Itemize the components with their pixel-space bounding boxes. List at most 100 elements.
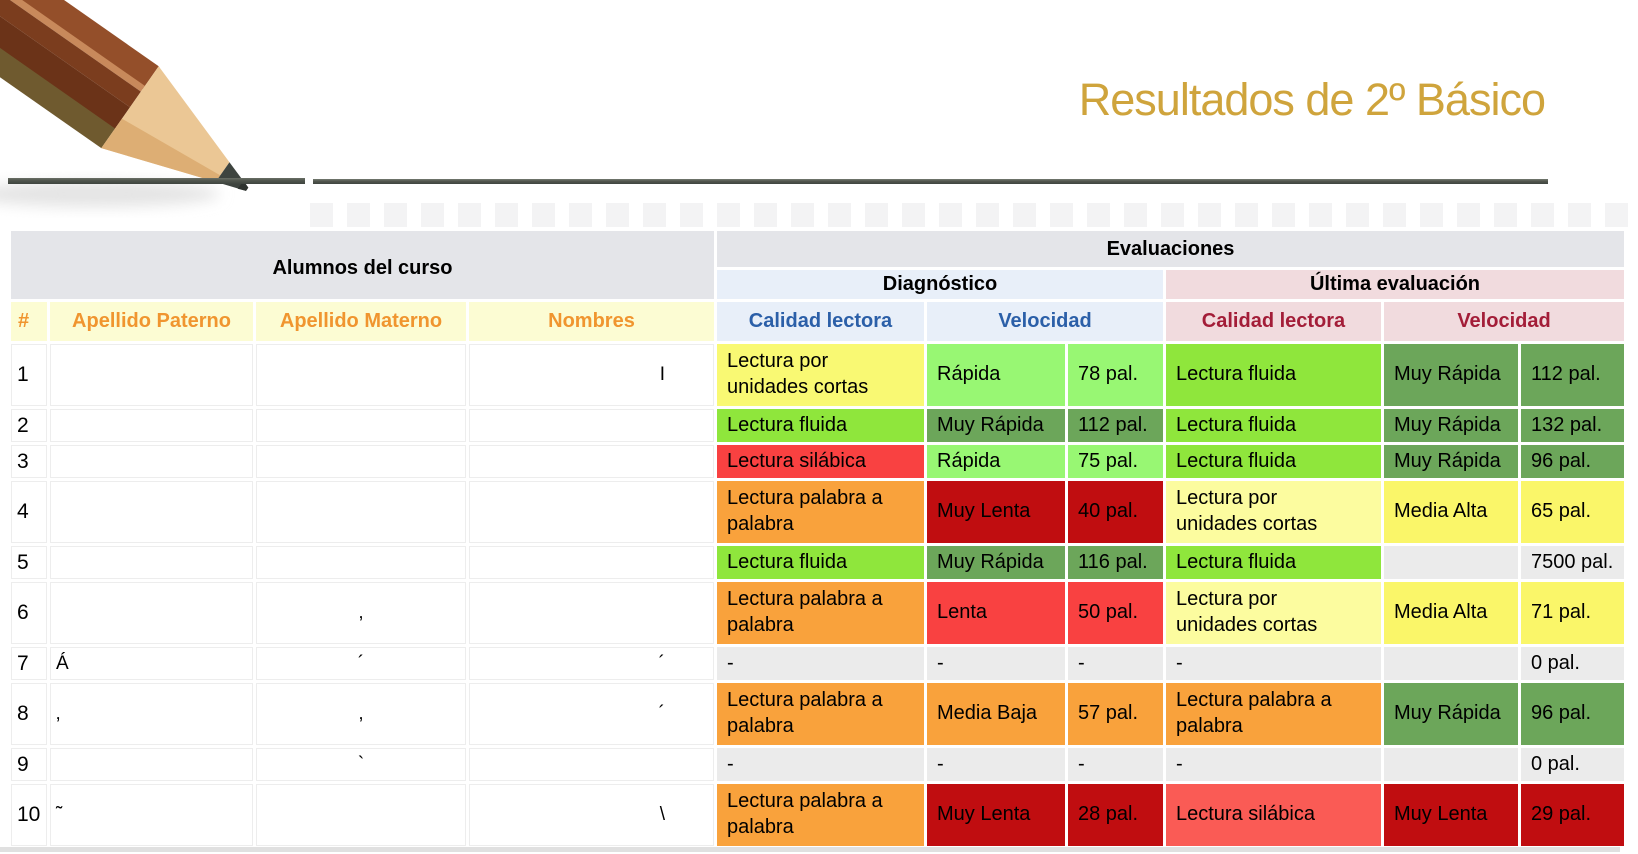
cell-last-velocidad: Media Alta: [1384, 481, 1518, 543]
cell-diag-velocidad: Lenta: [927, 582, 1065, 644]
col-header-num: #: [11, 302, 47, 341]
cell-last-calidad: -: [1166, 748, 1381, 781]
cell-nombres: ´: [469, 647, 714, 680]
cell-last-palabras: 65 pal.: [1521, 481, 1624, 543]
cell-diag-palabras: 57 pal.: [1068, 683, 1163, 745]
pencil-shadow: [0, 181, 220, 207]
cell-apellido-materno: [256, 344, 466, 406]
cell-apellido-paterno: [50, 445, 253, 478]
cell-last-calidad: Lectura palabra a palabra: [1166, 683, 1381, 745]
table-row: 8 ‚ ‚ ´ Lectura palabra a palabra Media Baja 5…: [11, 683, 1624, 745]
cell-apellido-paterno: ‚: [50, 683, 253, 745]
header-ultima-evaluacion: Última evaluación: [1166, 270, 1624, 299]
cell-apellido-paterno: ˜: [50, 784, 253, 846]
cell-diag-calidad: Lectura silábica: [717, 445, 924, 478]
header-alumnos-del-curso: Alumnos del curso: [11, 231, 714, 299]
cell-diag-velocidad: Muy Rápida: [927, 409, 1065, 442]
watermark-strip: [310, 203, 1628, 227]
cell-nombres: [469, 582, 714, 644]
cell-diag-calidad: Lectura palabra a palabra: [717, 582, 924, 644]
cell-apellido-materno: [256, 409, 466, 442]
cell-diag-velocidad: Muy Lenta: [927, 784, 1065, 846]
cell-num: 1: [11, 344, 47, 406]
cell-apellido-paterno: [50, 409, 253, 442]
pencil-image: [0, 0, 249, 207]
cell-num: 9: [11, 748, 47, 781]
cell-nombres: [469, 546, 714, 579]
cell-diag-velocidad: Muy Rápida: [927, 546, 1065, 579]
cell-last-velocidad: Muy Rápida: [1384, 683, 1518, 745]
cell-last-calidad: Lectura fluida: [1166, 546, 1381, 579]
table-bottom-edge: [0, 847, 1620, 852]
cell-diag-velocidad: Rápida: [927, 445, 1065, 478]
horizontal-rule-left: [8, 178, 305, 184]
page-title: Resultados de 2º Básico: [1078, 74, 1546, 125]
cell-nombres: [469, 409, 714, 442]
cell-last-palabras: 132 pal.: [1521, 409, 1624, 442]
cell-num: 5: [11, 546, 47, 579]
cell-apellido-materno: ‚: [256, 582, 466, 644]
cell-apellido-materno: ´: [256, 647, 466, 680]
cell-diag-calidad: Lectura fluida: [717, 409, 924, 442]
cell-last-velocidad: [1384, 748, 1518, 781]
cell-diag-calidad: Lectura palabra a palabra: [717, 481, 924, 543]
cell-last-calidad: Lectura fluida: [1166, 344, 1381, 406]
header-diagnostico: Diagnóstico: [717, 270, 1163, 299]
cell-last-palabras: 112 pal.: [1521, 344, 1624, 406]
cell-nombres: [469, 445, 714, 478]
cell-last-palabras: 96 pal.: [1521, 445, 1624, 478]
cell-num: 2: [11, 409, 47, 442]
cell-last-velocidad: [1384, 647, 1518, 680]
cell-apellido-materno: [256, 445, 466, 478]
cell-diag-velocidad: Rápida: [927, 344, 1065, 406]
cell-apellido-paterno: [50, 582, 253, 644]
cell-diag-palabras: 116 pal.: [1068, 546, 1163, 579]
cell-apellido-materno: [256, 481, 466, 543]
table-row: 10 ˜ \ Lectura palabra a palabra Muy Lenta 28…: [11, 784, 1624, 846]
cell-diag-velocidad: -: [927, 647, 1065, 680]
cell-last-calidad: Lectura fluida: [1166, 445, 1381, 478]
cell-diag-palabras: 112 pal.: [1068, 409, 1163, 442]
cell-diag-velocidad: Muy Lenta: [927, 481, 1065, 543]
col-header-calidad-last: Calidad lectora: [1166, 302, 1381, 341]
cell-num: 3: [11, 445, 47, 478]
col-header-apellido-materno: Apellido Materno: [256, 302, 466, 341]
cell-last-velocidad: [1384, 546, 1518, 579]
cell-diag-calidad: Lectura palabra a palabra: [717, 683, 924, 745]
cell-last-palabras: 0 pal.: [1521, 647, 1624, 680]
cell-apellido-paterno: [50, 344, 253, 406]
cell-last-palabras: 7500 pal.: [1521, 546, 1624, 579]
cell-nombres: \: [469, 784, 714, 846]
cell-apellido-materno: ‚: [256, 683, 466, 745]
cell-last-velocidad: Muy Rápida: [1384, 344, 1518, 406]
cell-diag-palabras: 75 pal.: [1068, 445, 1163, 478]
table-row: 3 Lectura silábica Rápida 75 pal. Lectura fl…: [11, 445, 1624, 478]
cell-diag-calidad: -: [717, 748, 924, 781]
col-header-velocidad-diag: Velocidad: [927, 302, 1163, 341]
cell-nombres: I: [469, 344, 714, 406]
cell-apellido-paterno: [50, 546, 253, 579]
cell-diag-palabras: 78 pal.: [1068, 344, 1163, 406]
horizontal-rule-right: [313, 179, 1548, 184]
col-header-velocidad-last: Velocidad: [1384, 302, 1624, 341]
table-row: 2 Lectura fluida Muy Rápida 112 pal. Lectura…: [11, 409, 1624, 442]
cell-diag-palabras: 40 pal.: [1068, 481, 1163, 543]
results-table: Alumnos del curso Evaluaciones Diagnósti…: [8, 228, 1627, 849]
cell-diag-palabras: -: [1068, 647, 1163, 680]
table-row: 4 Lectura palabra a palabra Muy Lenta 40 pa…: [11, 481, 1624, 543]
cell-diag-palabras: -: [1068, 748, 1163, 781]
cell-last-palabras: 96 pal.: [1521, 683, 1624, 745]
cell-num: 10: [11, 784, 47, 846]
cell-last-palabras: 29 pal.: [1521, 784, 1624, 846]
cell-last-velocidad: Muy Lenta: [1384, 784, 1518, 846]
cell-diag-velocidad: -: [927, 748, 1065, 781]
cell-apellido-materno: [256, 784, 466, 846]
cell-nombres: [469, 481, 714, 543]
cell-last-velocidad: Muy Rápida: [1384, 409, 1518, 442]
cell-diag-calidad: -: [717, 647, 924, 680]
col-header-nombres: Nombres: [469, 302, 714, 341]
cell-diag-calidad: Lectura fluida: [717, 546, 924, 579]
cell-last-palabras: 0 pal.: [1521, 748, 1624, 781]
table-row: 5 Lectura fluida Muy Rápida 116 pal. Lectura…: [11, 546, 1624, 579]
